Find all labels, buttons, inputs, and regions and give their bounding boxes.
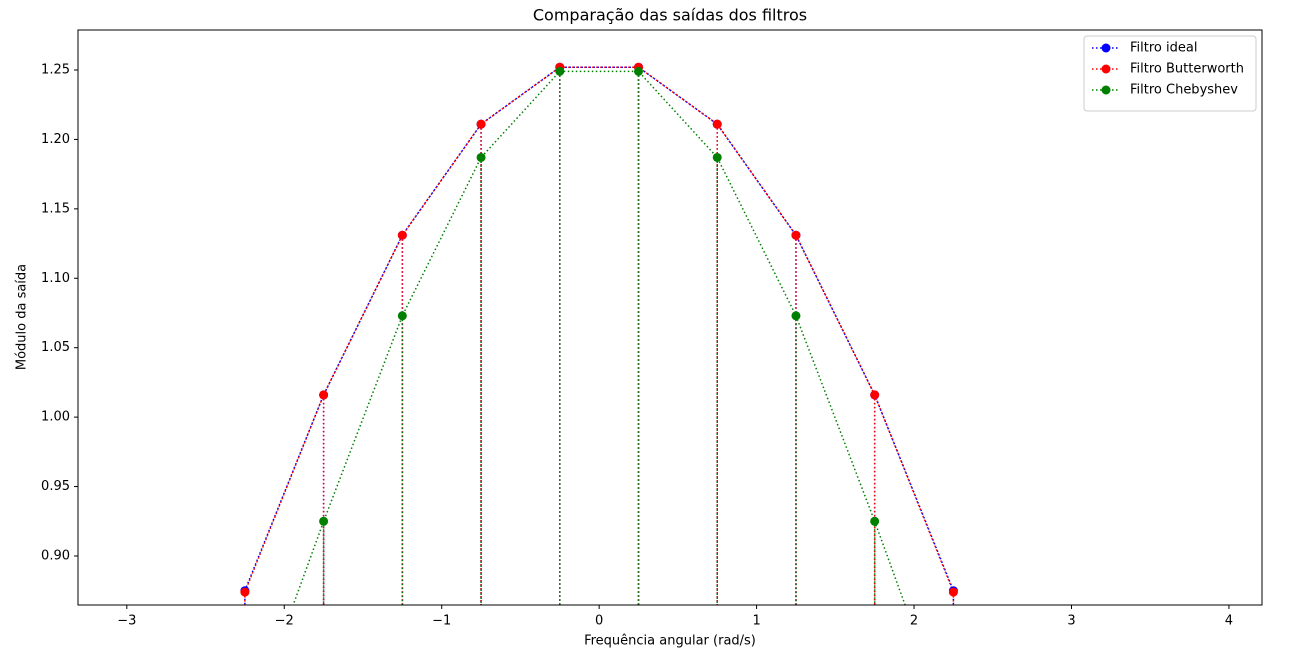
stem-marker [319,390,329,400]
stem-marker [319,516,329,526]
legend-marker [1101,64,1111,74]
stem-marker [476,152,486,162]
x-tick-label: 4 [1225,614,1233,629]
stem-marker [476,119,486,129]
x-axis-label: Frequência angular (rad/s) [584,634,756,649]
series-line [244,66,955,593]
stem-marker [791,230,801,240]
legend-label: Filtro ideal [1130,41,1197,56]
x-tick-label: 1 [752,614,760,629]
y-tick-label: 1.10 [41,271,70,286]
stem-marker [634,66,644,76]
y-tick-label: 1.20 [41,132,70,147]
x-tick-label: −2 [275,614,294,629]
chart-title: Comparação das saídas dos filtros [533,6,807,25]
y-tick-label: 1.00 [41,410,70,425]
series-line [292,70,906,605]
y-tick-label: 1.25 [41,62,70,77]
x-tick-label: 2 [910,614,918,629]
stem-marker [712,152,722,162]
legend-marker [1101,85,1111,95]
legend-label: Filtro Butterworth [1130,62,1244,77]
legend-label: Filtro Chebyshev [1130,83,1238,98]
stem-marker [791,311,801,321]
y-tick-label: 1.15 [41,201,70,216]
x-tick-label: 3 [1067,614,1075,629]
y-tick-label: 0.90 [41,548,70,563]
legend-box [1083,35,1257,112]
plot-area [240,62,958,605]
y-axis-label: Módulo da saída [15,264,30,370]
stem-marker [240,587,250,597]
stem-marker [948,587,958,597]
x-tick-label: 0 [595,614,603,629]
stem-marker [712,119,722,129]
stem-marker [870,390,880,400]
stem-marker [397,311,407,321]
stem-marker [397,230,407,240]
legend-marker [1101,43,1111,53]
stem-marker [555,66,565,76]
stem-marker [870,516,880,526]
y-tick-label: 1.05 [41,340,70,355]
y-tick-label: 0.95 [41,479,70,494]
x-tick-label: −3 [117,614,136,629]
x-tick-label: −1 [432,614,451,629]
axes-frame [77,29,1263,606]
